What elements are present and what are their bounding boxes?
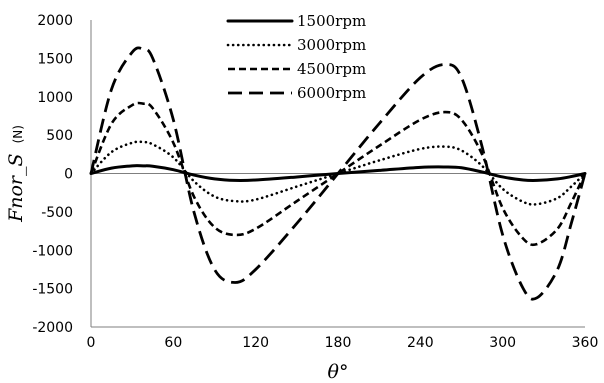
y-axis-title: Fnor_S (N): [5, 125, 27, 223]
y-tick-label: -2000: [32, 320, 73, 336]
legend-label-1500rpm: 1500rpm: [297, 12, 366, 30]
x-tick-label: 240: [407, 335, 434, 351]
series-line-4500rpm: [89, 101, 587, 247]
y-axis-title-unit: (N): [11, 125, 25, 143]
y-axis-title-text: Fnor_S (N): [5, 125, 27, 223]
y-tick-label: 500: [46, 128, 73, 144]
x-tick-label: 360: [572, 335, 599, 351]
legend-label-6000rpm: 6000rpm: [297, 84, 366, 102]
x-tick-label: 0: [87, 335, 96, 351]
legend-label-3000rpm: 3000rpm: [297, 36, 366, 54]
y-tick-label: -500: [41, 205, 73, 221]
y-tick-label: 0: [64, 167, 73, 183]
y-tick-label: 1000: [37, 90, 73, 106]
series-lines: [89, 46, 587, 301]
x-axis-title: θ°: [328, 361, 349, 383]
y-tick-label: -1000: [32, 243, 73, 259]
y-tick-label: 1500: [37, 51, 73, 67]
x-tick-label: 120: [242, 335, 269, 351]
y-tick-label: -1500: [32, 282, 73, 298]
tick-labels: 2000 1500 1000 500 0 -500 -1000 -1500 -2000 0 60 12…: [32, 13, 598, 351]
x-tick-label: 60: [164, 335, 182, 351]
y-tick-label: 2000: [37, 13, 73, 29]
series-line-6000rpm: [89, 46, 587, 301]
legend-label-4500rpm: 4500rpm: [297, 60, 366, 78]
x-tick-label: 300: [489, 335, 516, 351]
x-tick-label: 180: [325, 335, 352, 351]
y-axis-title-main: Fnor_S: [5, 153, 27, 222]
legend: 1500rpm 3000rpm 4500rpm 6000rpm: [226, 12, 366, 102]
